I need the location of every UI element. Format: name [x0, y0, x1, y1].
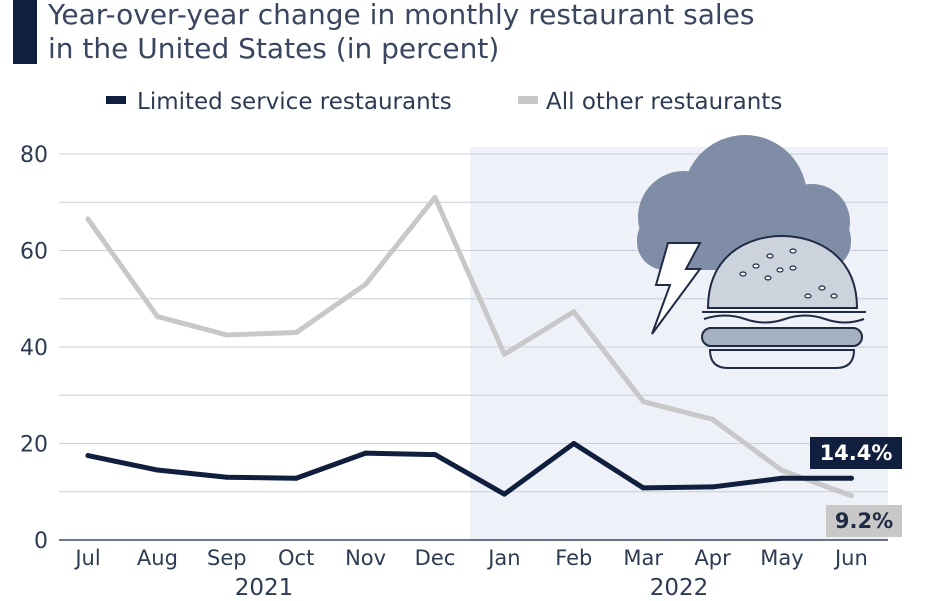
y-tick-label-0: 0 — [34, 529, 48, 554]
chart-title: Year-over-year change in monthly restaur… — [48, 0, 928, 66]
cloud-icon — [637, 135, 851, 270]
point-all-other-jul — [85, 216, 91, 222]
callout-box-all-other — [826, 505, 902, 537]
y-tick-label-40: 40 — [20, 336, 48, 361]
legend-label-all-other: All other restaurants — [546, 89, 782, 115]
point-limited-service-jan — [501, 491, 507, 497]
y-tick-label-20: 20 — [20, 433, 48, 458]
point-limited-service-sep — [224, 474, 230, 480]
point-limited-service-may — [779, 475, 785, 481]
x-tick-label-jun: Jun — [833, 546, 868, 570]
x-tick-label-sep: Sep — [207, 546, 247, 570]
x-tick-label-nov: Nov — [345, 546, 386, 570]
y-axis-ticks: 0 20 40 60 80 — [20, 143, 48, 554]
year-label-2022: 2022 — [650, 575, 709, 601]
point-all-other-dec — [432, 194, 438, 200]
x-tick-label-aug: Aug — [137, 546, 178, 570]
x-tick-label-jan: Jan — [486, 546, 520, 570]
point-all-other-apr — [710, 416, 716, 422]
x-axis-ticks: Jul Aug Sep Oct Nov Dec Jan Feb Mar Apr May Jun — [73, 546, 867, 570]
y-tick-label-80: 80 — [20, 143, 48, 168]
series-line-all-other — [85, 194, 854, 499]
lightning-bolt-icon — [651, 242, 702, 335]
point-all-other-jan — [501, 351, 507, 357]
title-accent-bar — [13, 0, 37, 64]
point-limited-service-dec — [432, 452, 438, 458]
x-tick-label-dec: Dec — [415, 546, 456, 570]
point-limited-service-feb — [571, 441, 577, 446]
callout-label-all-other: 9.2% — [835, 509, 893, 533]
year-label-2021: 2021 — [235, 575, 294, 601]
callout-limited-service: 14.4% — [810, 437, 902, 469]
x-tick-label-oct: Oct — [278, 546, 314, 570]
x-tick-label-feb: Feb — [555, 546, 592, 570]
x-tick-label-may: May — [760, 546, 803, 570]
point-limited-service-aug — [154, 467, 160, 473]
storm-cloud-burger-icon — [637, 135, 866, 369]
point-all-other-may — [779, 468, 785, 474]
x-tick-label-jul: Jul — [73, 546, 100, 570]
chart-title-line-1: Year-over-year change in monthly restaur… — [48, 0, 755, 31]
x-tick-label-mar: Mar — [623, 546, 663, 570]
y-tick-label-60: 60 — [20, 240, 48, 265]
legend-swatch-limited-service — [106, 96, 126, 104]
burger-icon — [701, 234, 866, 369]
point-limited-service-mar — [640, 485, 646, 491]
legend: Limited service restaurants All other re… — [106, 89, 782, 115]
point-limited-service-jun — [848, 475, 854, 481]
chart-title-line-2: in the United States (in percent) — [48, 32, 500, 65]
point-all-other-aug — [154, 314, 160, 320]
legend-label-limited-service: Limited service restaurants — [137, 89, 452, 115]
point-all-other-mar — [640, 399, 646, 405]
legend-swatch-all-other — [518, 96, 538, 104]
point-limited-service-nov — [363, 450, 369, 456]
point-all-other-oct — [293, 330, 299, 336]
point-limited-service-oct — [293, 475, 299, 481]
point-all-other-feb — [571, 309, 577, 315]
point-all-other-nov — [363, 281, 369, 287]
callout-box-limited-service — [810, 437, 902, 469]
data-points — [85, 194, 854, 499]
point-all-other-sep — [224, 332, 230, 338]
x-tick-label-apr: Apr — [694, 546, 731, 570]
point-limited-service-jul — [85, 453, 91, 459]
point-limited-service-apr — [710, 484, 716, 490]
callout-all-other: 9.2% — [826, 505, 902, 537]
callout-label-limited-service: 14.4% — [820, 441, 893, 465]
point-all-other-jun — [848, 493, 854, 499]
series-line-limited-service — [85, 441, 854, 497]
